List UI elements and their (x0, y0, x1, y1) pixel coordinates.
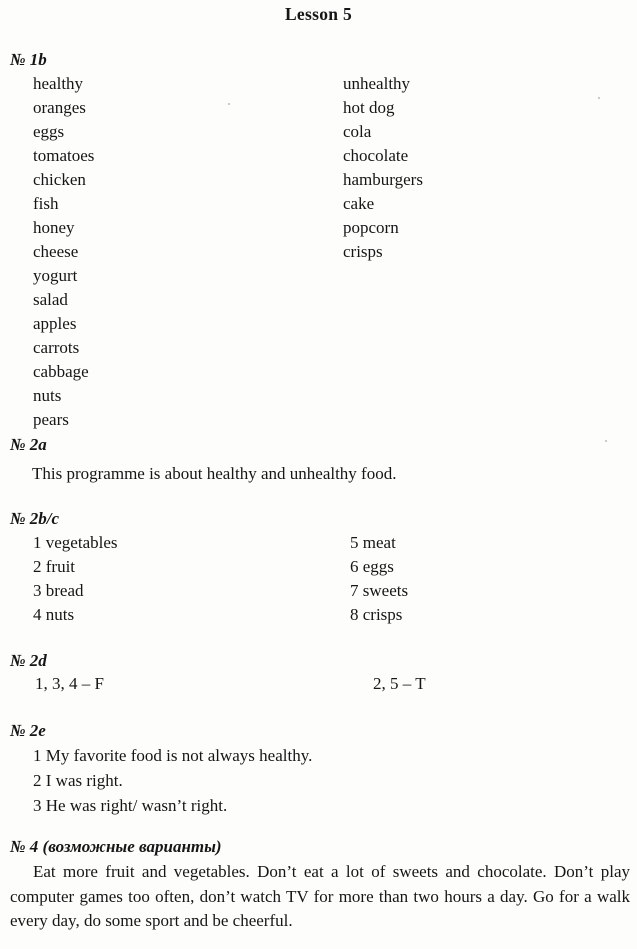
answer-text-2a: This programme is about healthy and unhe… (32, 464, 397, 483)
section-heading-2e: № 2e (10, 721, 46, 740)
list-item: 8 crisps (350, 605, 403, 624)
scan-speck (605, 440, 607, 442)
section-heading-2a: № 2a (10, 435, 47, 454)
answer-list-2e: 1 My favorite food is not always healthy… (33, 743, 312, 818)
list-item: yogurt (33, 266, 78, 285)
list-item: honey (33, 218, 75, 237)
list-item: popcorn (343, 218, 399, 237)
list-item: crisps (343, 242, 383, 261)
list-item: nuts (33, 386, 62, 405)
list-item: 2 fruit (33, 557, 76, 576)
list-item: 3 bread (33, 581, 84, 600)
list-item: cabbage (33, 362, 89, 381)
list-item: 5 meat (350, 533, 396, 552)
list-item: hamburgers (343, 170, 423, 189)
list-item: cake (343, 194, 375, 213)
answer-line: 3 He was right/ wasn’t right. (33, 796, 228, 815)
section-heading-1b: № 1b (10, 50, 47, 69)
scan-speck (228, 103, 230, 105)
list-item: eggs (33, 122, 65, 141)
food-list-unhealthy: unhealthy hot dog cola chocolate hamburg… (343, 72, 423, 264)
list-item: hot dog (343, 98, 395, 117)
answer-line: 1 My favorite food is not always healthy… (33, 746, 313, 765)
list-item: oranges (33, 98, 86, 117)
food-list-healthy: healthy oranges eggs tomatoes chicken fi… (33, 72, 94, 432)
lesson-title: Lesson 5 (284, 4, 353, 24)
category-list-right: 5 meat 6 eggs 7 sweets 8 crisps (350, 531, 408, 627)
category-list-left: 1 vegetables 2 fruit 3 bread 4 nuts (33, 531, 118, 627)
section-heading-4: № 4 (возможные варианты) (10, 837, 222, 856)
list-item: cheese (33, 242, 79, 261)
list-item: pears (33, 410, 69, 429)
list-item: tomatoes (33, 146, 95, 165)
list-item: 1 vegetables (33, 533, 118, 552)
list-item: carrots (33, 338, 80, 357)
list-item: unhealthy (343, 74, 411, 93)
list-item: salad (33, 290, 68, 309)
list-item: 6 eggs (350, 557, 394, 576)
section-heading-2bc: № 2b/c (10, 509, 60, 528)
list-item: 7 sweets (350, 581, 409, 600)
list-item: chicken (33, 170, 86, 189)
list-item: 4 nuts (33, 605, 75, 624)
list-item: cola (343, 122, 372, 141)
list-item: healthy (33, 74, 84, 93)
answer-true-items: 2, 5 – T (373, 674, 426, 693)
answer-line: 2 I was right. (33, 771, 123, 790)
answer-false-items: 1, 3, 4 – F (35, 674, 104, 693)
section-heading-2d: № 2d (10, 651, 47, 670)
list-item: fish (33, 194, 59, 213)
list-item: apples (33, 314, 77, 333)
answer-paragraph-4: Eat more fruit and vegetables. Don’t eat… (10, 862, 630, 930)
list-item: chocolate (343, 146, 409, 165)
scan-speck (598, 97, 600, 99)
